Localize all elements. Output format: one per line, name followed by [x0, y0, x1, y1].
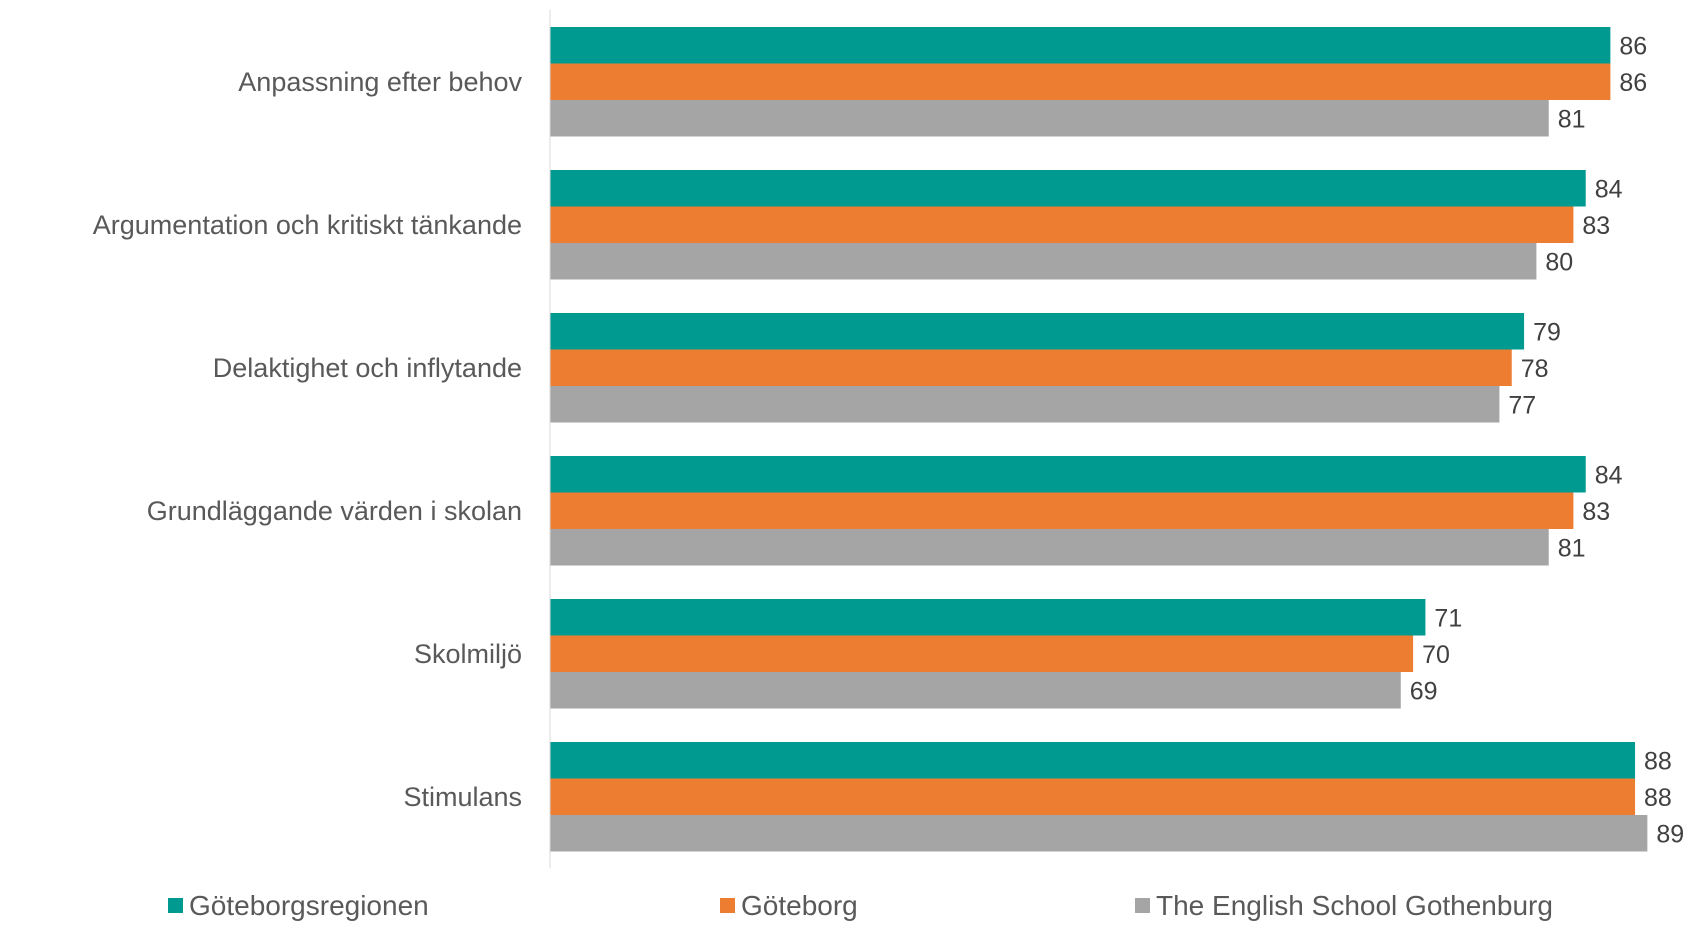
legend-swatch: [1135, 898, 1150, 913]
bar-g-teborgsregionen: [550, 599, 1426, 636]
bar-g-teborg: [550, 778, 1636, 815]
bar-g-teborg: [550, 206, 1574, 243]
labels-layer: Anpassning efter behov 86 86 81 Argumentatio…: [93, 32, 1684, 848]
data-label: 81: [1558, 105, 1586, 133]
bar-the-english-school-gothenburg: [550, 672, 1401, 709]
bar-g-teborgsregionen: [550, 742, 1636, 779]
data-label: 70: [1422, 641, 1450, 669]
category-label: Delaktighet och inflytande: [213, 353, 522, 383]
category-label: Argumentation och kritiskt tänkande: [93, 210, 522, 240]
category-label: Anpassning efter behov: [238, 67, 522, 97]
bar-the-english-school-gothenburg: [550, 100, 1549, 137]
data-label: 84: [1595, 461, 1623, 489]
bar-g-teborgsregionen: [550, 313, 1525, 350]
category-label: Grundläggande värden i skolan: [147, 496, 522, 526]
data-label: 80: [1545, 248, 1573, 276]
data-label: 83: [1582, 212, 1610, 240]
category-label: Stimulans: [403, 782, 522, 812]
data-label: 86: [1619, 32, 1647, 60]
category-label: Skolmiljö: [414, 639, 522, 669]
bars-layer: [550, 27, 1648, 852]
data-label: 84: [1595, 175, 1623, 203]
legend: Göteborgsregionen Göteborg The English Sch…: [168, 890, 1553, 921]
data-label: 83: [1582, 498, 1610, 526]
bar-the-english-school-gothenburg: [550, 243, 1537, 280]
bar-g-teborgsregionen: [550, 170, 1586, 207]
legend-label: The English School Gothenburg: [1156, 890, 1553, 921]
data-label: 69: [1410, 677, 1438, 705]
legend-label: Göteborg: [741, 890, 858, 921]
data-label: 78: [1521, 355, 1549, 383]
data-label: 89: [1656, 820, 1684, 848]
bar-g-teborg: [550, 349, 1512, 386]
data-label: 88: [1644, 747, 1672, 775]
bar-g-teborgsregionen: [550, 27, 1611, 64]
data-label: 86: [1619, 69, 1647, 97]
bar-g-teborg: [550, 63, 1611, 100]
data-label: 88: [1644, 784, 1672, 812]
data-label: 77: [1508, 391, 1536, 419]
legend-swatch: [720, 898, 735, 913]
bar-the-english-school-gothenburg: [550, 386, 1500, 423]
bar-the-english-school-gothenburg: [550, 815, 1648, 852]
bar-g-teborg: [550, 635, 1414, 672]
legend-label: Göteborgsregionen: [189, 890, 429, 921]
bar-the-english-school-gothenburg: [550, 529, 1549, 566]
data-label: 81: [1558, 534, 1586, 562]
data-label: 71: [1434, 604, 1462, 632]
bar-g-teborg: [550, 492, 1574, 529]
data-label: 79: [1533, 318, 1561, 346]
legend-swatch: [168, 898, 183, 913]
bar-g-teborgsregionen: [550, 456, 1586, 493]
